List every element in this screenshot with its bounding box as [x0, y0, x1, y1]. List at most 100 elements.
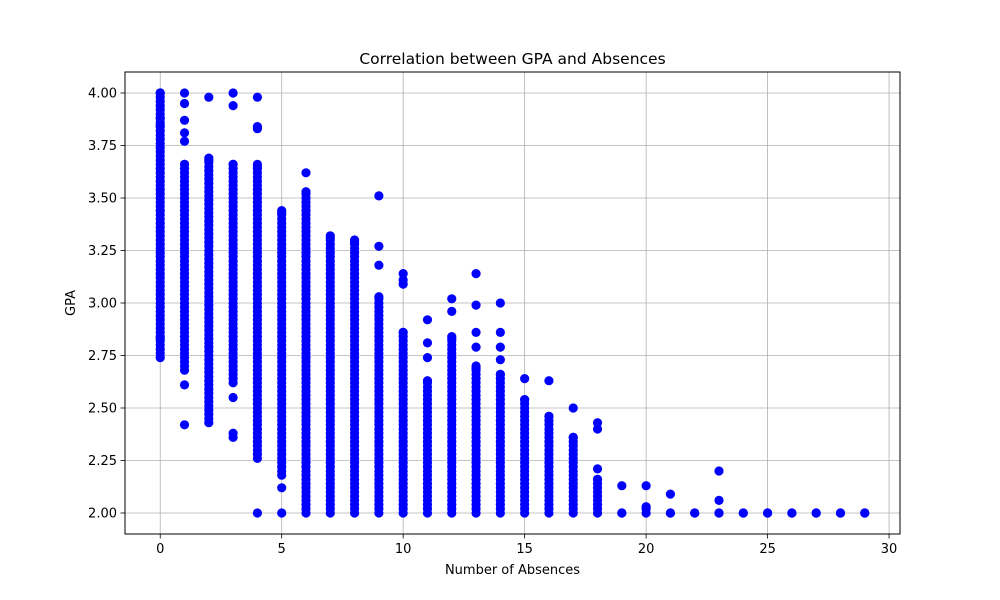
- data-point: [471, 327, 481, 337]
- x-tick-label: 30: [881, 542, 898, 557]
- data-point: [179, 420, 190, 430]
- data-point: [568, 403, 578, 413]
- data-point: [495, 355, 505, 365]
- chart-title: Correlation between GPA and Absences: [359, 50, 665, 68]
- data-point: [325, 233, 335, 243]
- x-tick-label: 15: [516, 542, 533, 557]
- y-tick-label: 2.75: [88, 349, 117, 364]
- data-point: [544, 411, 554, 421]
- data-point: [471, 269, 481, 279]
- data-point: [447, 306, 457, 316]
- data-point: [495, 369, 505, 379]
- data-point: [228, 88, 238, 98]
- y-tick-label: 3.25: [88, 244, 117, 259]
- data-point: [179, 88, 190, 98]
- data-point: [301, 187, 311, 197]
- data-point: [714, 466, 724, 476]
- data-point: [544, 376, 554, 386]
- data-point: [495, 327, 505, 337]
- data-point: [617, 481, 627, 491]
- data-point: [495, 342, 505, 352]
- data-point: [204, 92, 214, 102]
- data-point: [179, 128, 190, 138]
- data-point: [179, 115, 190, 125]
- x-tick-label: 5: [278, 542, 286, 557]
- data-point: [228, 392, 238, 403]
- x-tick-label: 0: [156, 542, 164, 557]
- data-point: [179, 136, 190, 146]
- data-point: [374, 191, 384, 201]
- data-point: [471, 342, 481, 352]
- data-point: [374, 241, 384, 251]
- data-point: [398, 275, 408, 285]
- data-point: [204, 155, 214, 165]
- data-point: [860, 508, 870, 518]
- data-point: [155, 88, 165, 98]
- data-point: [179, 380, 190, 390]
- data-point: [471, 300, 481, 310]
- data-point: [714, 508, 724, 518]
- data-point: [155, 119, 165, 130]
- data-point: [252, 92, 263, 102]
- data-point: [252, 508, 263, 518]
- data-point: [252, 161, 263, 172]
- y-tick-label: 4.00: [88, 87, 117, 102]
- data-point: [641, 481, 651, 491]
- data-point: [447, 334, 457, 344]
- data-point: [228, 159, 238, 169]
- data-point: [447, 294, 457, 304]
- data-point: [179, 159, 190, 169]
- data-point: [179, 98, 190, 109]
- data-points: [155, 88, 870, 518]
- x-tick-label: 25: [759, 542, 776, 557]
- data-point: [495, 298, 505, 308]
- y-axis-ticks: 2.00 2.25 2.50 2.75 3.00 3.25 3.50 3.75 4.00: [88, 87, 125, 522]
- data-point: [787, 508, 797, 518]
- y-axis-label: GPA: [64, 290, 79, 316]
- y-tick-label: 3.50: [88, 192, 117, 207]
- data-point: [252, 122, 263, 132]
- data-point: [301, 168, 311, 178]
- data-point: [592, 464, 603, 474]
- data-point: [714, 495, 724, 505]
- data-point: [228, 101, 238, 111]
- data-point: [520, 374, 530, 384]
- data-point: [398, 327, 408, 337]
- data-point: [422, 315, 433, 325]
- x-tick-label: 10: [395, 542, 412, 557]
- data-point: [811, 508, 821, 518]
- y-tick-label: 2.25: [88, 454, 117, 469]
- data-point: [277, 483, 287, 493]
- data-point: [155, 334, 165, 344]
- data-point: [422, 353, 433, 363]
- data-point: [592, 418, 603, 428]
- x-axis-ticks: 0 5 10 15 20 25 30: [156, 534, 897, 557]
- data-point: [422, 376, 433, 386]
- y-tick-label: 3.00: [88, 297, 117, 312]
- data-point: [422, 338, 433, 348]
- data-point: [665, 508, 676, 518]
- data-point: [617, 508, 627, 518]
- data-point: [471, 363, 481, 373]
- data-point: [228, 428, 238, 438]
- y-tick-label: 2.00: [88, 507, 117, 522]
- x-axis-label: Number of Absences: [445, 563, 580, 578]
- data-point: [398, 269, 408, 279]
- data-point: [349, 237, 360, 247]
- x-tick-label: 20: [638, 542, 655, 557]
- data-point: [277, 508, 287, 518]
- y-tick-label: 2.50: [88, 402, 117, 417]
- data-point: [277, 208, 287, 218]
- data-point: [155, 113, 165, 123]
- data-point: [762, 508, 773, 518]
- data-point: [835, 508, 846, 518]
- data-point: [665, 489, 676, 499]
- data-point: [592, 474, 603, 484]
- data-point: [374, 292, 384, 302]
- data-point: [690, 508, 700, 518]
- data-point: [592, 424, 603, 434]
- data-point: [374, 260, 384, 270]
- data-point: [568, 432, 578, 442]
- data-point: [520, 395, 530, 405]
